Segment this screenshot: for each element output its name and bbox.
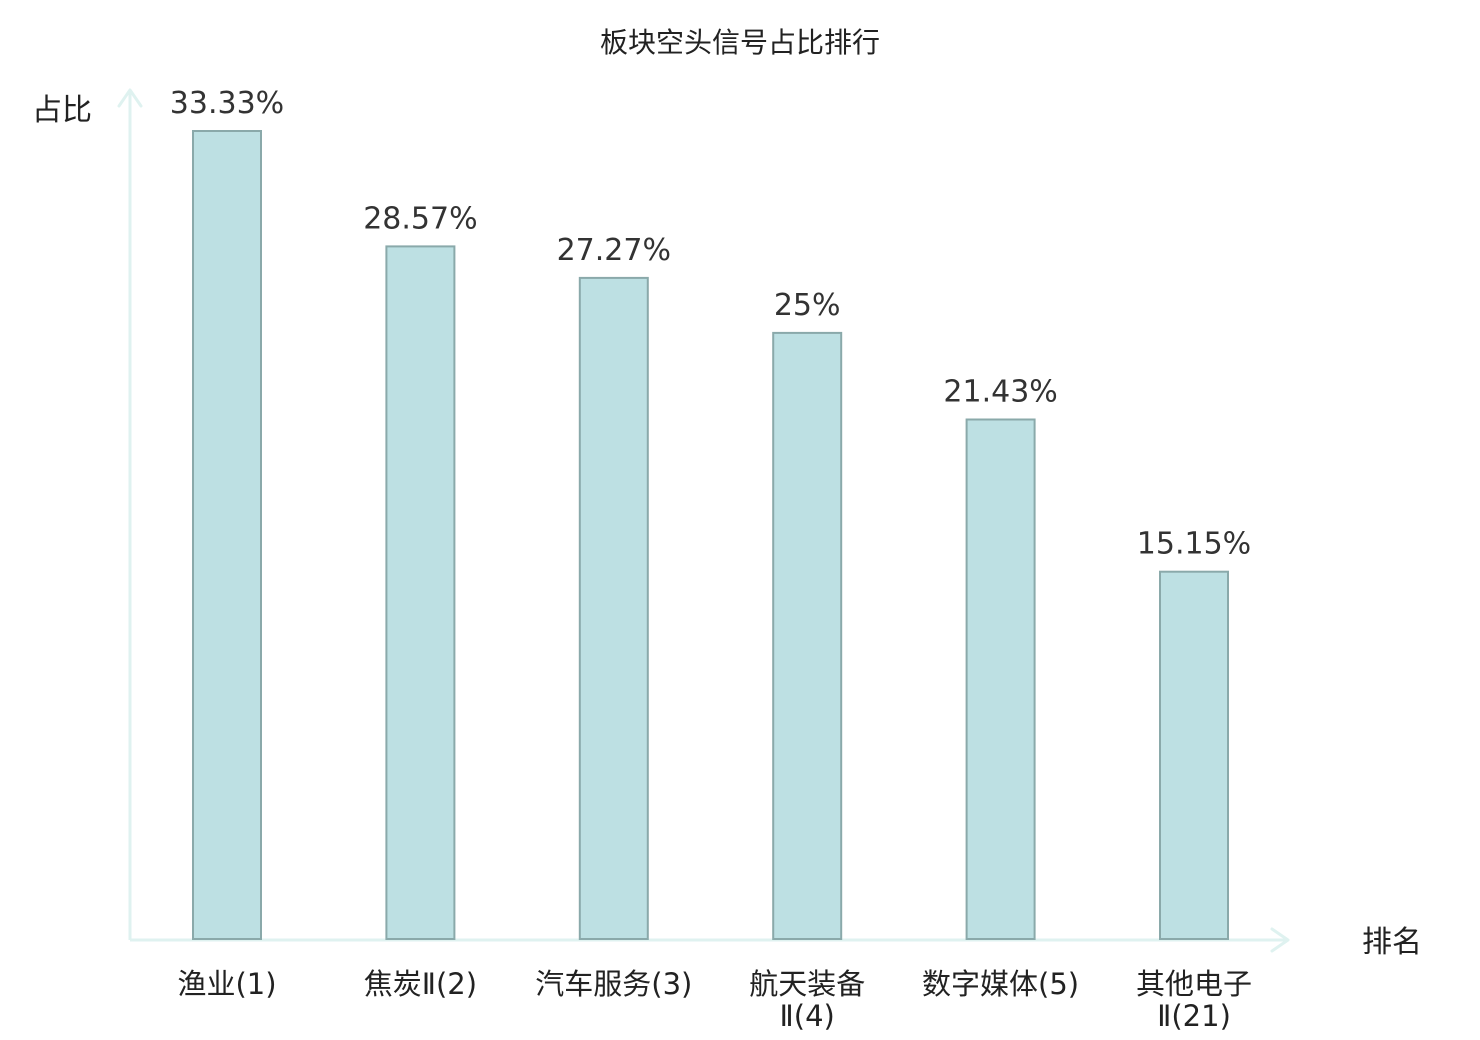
bar-4: [772, 331, 843, 940]
value-label-6: 15.15%: [1137, 527, 1251, 562]
chart-title: 板块空头信号占比排行: [600, 26, 880, 59]
bar-3: [578, 276, 649, 940]
x-axis-label: 排名: [1362, 925, 1422, 960]
value-label-3: 27.27%: [557, 233, 671, 268]
y-axis-arrow: [117, 88, 143, 108]
y-axis-label: 占比: [32, 93, 92, 128]
category-label-4-line-2: Ⅱ(4): [780, 999, 835, 1033]
category-label-1: 渔业(1): [177, 967, 276, 1001]
bars-layer: [192, 130, 1229, 940]
category-label-6-line-1: 其他电子: [1136, 967, 1252, 1001]
value-labels-layer: 33.33% 28.57% 27.27% 25% 21.43% 15.15%: [170, 86, 1251, 562]
category-label-2: 焦炭Ⅱ(2): [364, 967, 477, 1001]
category-label-3: 汽车服务(3): [535, 967, 692, 1001]
category-label-4-line-1: 航天装备: [749, 967, 865, 1001]
x-axis-arrow: [1270, 927, 1290, 953]
bar-6: [1159, 570, 1229, 940]
value-label-2: 28.57%: [363, 201, 477, 236]
value-label-4: 25%: [774, 288, 841, 323]
bar-2: [385, 245, 456, 940]
axes: [117, 88, 1290, 953]
category-label-5: 数字媒体(5): [922, 967, 1079, 1001]
value-label-5: 21.43%: [943, 375, 1057, 410]
bar-1: [192, 130, 262, 940]
bar-5: [965, 418, 1036, 940]
value-label-1: 33.33%: [170, 86, 284, 121]
category-label-6-line-2: Ⅱ(21): [1157, 999, 1231, 1033]
